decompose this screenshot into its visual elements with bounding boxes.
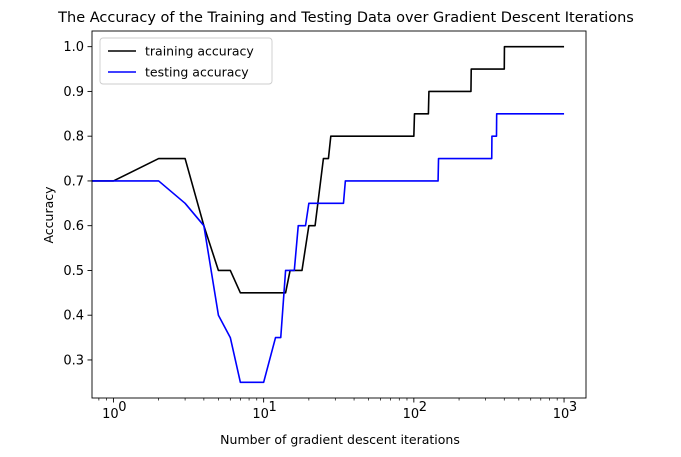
legend-entry: testing accuracy — [145, 65, 249, 80]
y-tick-label: 0.4 — [63, 309, 84, 324]
y-axis-ticks: 0.3 0.4 0.5 0.6 0.7 0.8 0.9 1.0 — [63, 40, 92, 368]
legend: training accuracy testing accuracy — [99, 37, 273, 85]
x-tick-label: 10 — [403, 407, 420, 422]
y-tick-label: 0.7 — [63, 174, 84, 189]
y-tick-label: 0.6 — [63, 219, 84, 234]
y-tick-label: 0.5 — [63, 264, 84, 279]
x-tick-exponent: 2 — [419, 400, 427, 415]
x-tick-label: 10 — [252, 407, 269, 422]
y-tick-label: 0.9 — [63, 85, 84, 100]
x-tick-label: 10 — [102, 407, 119, 422]
axes-frame — [91, 30, 587, 399]
series-lines — [92, 45, 565, 384]
x-axis-ticks: 10 0 10 1 10 2 10 3 — [98, 398, 577, 422]
legend-box — [99, 37, 273, 85]
x-tick-exponent: 0 — [118, 400, 126, 415]
x-tick-exponent: 1 — [268, 400, 276, 415]
y-tick-label: 1.0 — [63, 40, 84, 55]
legend-entry: training accuracy — [145, 44, 254, 59]
chart-title: The Accuracy of the Training and Testing… — [57, 10, 634, 26]
y-tick-label: 0.3 — [63, 353, 84, 368]
series-line-1 — [92, 113, 565, 384]
series-line-0 — [92, 45, 565, 294]
y-tick-label: 0.8 — [63, 130, 84, 145]
x-axis-label: Number of gradient descent iterations — [220, 432, 460, 447]
x-tick-label: 10 — [553, 407, 570, 422]
y-axis-label: Accuracy — [41, 186, 56, 244]
x-tick-exponent: 3 — [569, 400, 577, 415]
